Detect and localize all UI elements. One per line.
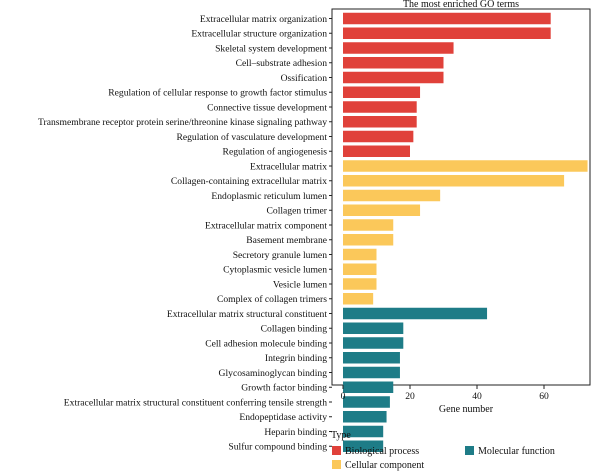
category-label: Regulation of cellular response to growt… [108,88,327,99]
bar-20 [343,293,374,305]
bar-2 [343,27,551,39]
bar-3 [343,42,454,54]
category-label: Cytoplasmic vesicle lumen [223,265,327,276]
category-label: Complex of collagen trimers [217,294,327,305]
chart-title: The most enriched GO terms [403,0,519,10]
x-axis: 0 20 40 60 [341,385,549,402]
bar-16 [343,234,394,246]
category-label: Extracellular matrix structural constitu… [167,309,327,320]
category-label: Extracellular matrix organization [200,14,327,25]
x-tick-label: 20 [405,391,415,402]
bar-15 [343,219,394,231]
category-label: Skeletal system development [215,43,327,54]
category-label: Integrin binding [265,353,327,364]
category-label: Endoplasmic reticulum lumen [211,191,327,202]
bar-14 [343,204,421,216]
x-axis-title: Gene number [439,404,494,415]
bar-28 [343,411,387,423]
category-label: Endopeptidase activity [239,412,327,423]
bar-5 [343,71,444,84]
bar-18 [343,263,377,275]
bar-1 [343,12,551,25]
bar-24 [343,352,400,364]
category-label: Sulfur compound binding [228,442,327,453]
category-label: Growth factor binding [241,383,327,394]
bar-11 [343,160,588,172]
bar-25 [343,366,400,379]
category-label: Extracellular structure organization [191,29,327,40]
category-labels: Extracellular matrix organization Extrace… [38,14,332,453]
bar-9 [343,130,414,143]
category-label: Extracellular matrix structural constitu… [64,397,327,408]
bar-4 [343,57,444,69]
legend-swatch [332,446,341,455]
category-label: Cell adhesion molecule binding [205,338,327,349]
bar-8 [343,116,417,128]
category-label: Extracellular matrix component [205,220,327,231]
category-label: Ossification [281,73,328,84]
category-label: Cell–substrate adhesion [236,58,328,69]
category-label: Collagen binding [261,324,328,335]
legend-swatch [332,460,341,469]
bar-23 [343,337,404,349]
category-label: Extracellular matrix [250,161,327,172]
bar-19 [343,278,377,290]
legend-label: Molecular function [478,446,555,457]
bar-30 [343,440,384,452]
category-label: Regulation of vasculature development [176,132,327,143]
legend-label: Biological process [345,446,419,457]
bar-7 [343,101,417,113]
bar-10 [343,145,410,157]
bar-21 [343,307,488,320]
bar-27 [343,396,390,408]
plot-border [331,8,591,386]
legend-label: Cellular component [345,460,424,471]
plot-frame [331,8,591,386]
bar-6 [343,86,421,98]
x-tick-label: 0 [341,391,346,402]
category-label: Glycosaminoglycan binding [219,368,328,379]
legend-title: Type [331,430,351,441]
bar-12 [343,175,565,187]
bar-22 [343,322,404,334]
bar-13 [343,189,441,202]
x-tick-label: 40 [472,391,482,402]
category-label: Basement membrane [246,235,327,246]
category-label: Collagen-containing extracellular matrix [171,176,327,187]
bar-26 [343,381,394,393]
category-label: Heparin binding [264,427,327,438]
category-label: Secretory granule lumen [233,250,328,261]
category-label: Vesicle lumen [273,279,327,290]
category-label: Collagen trimer [267,206,328,217]
x-tick-label: 60 [539,391,549,402]
bars-group [343,12,588,452]
legend-swatch [465,446,474,455]
category-label: Connective tissue development [207,102,327,113]
bar-17 [343,248,377,261]
bar-29 [343,425,384,438]
legend: Type Biological process Molecular functio… [331,430,555,471]
category-label: Regulation of angiogenesis [223,147,328,158]
category-label: Transmembrane receptor protein serine/th… [38,117,327,128]
